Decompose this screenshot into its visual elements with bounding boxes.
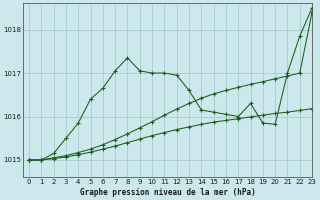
- X-axis label: Graphe pression niveau de la mer (hPa): Graphe pression niveau de la mer (hPa): [80, 188, 255, 197]
